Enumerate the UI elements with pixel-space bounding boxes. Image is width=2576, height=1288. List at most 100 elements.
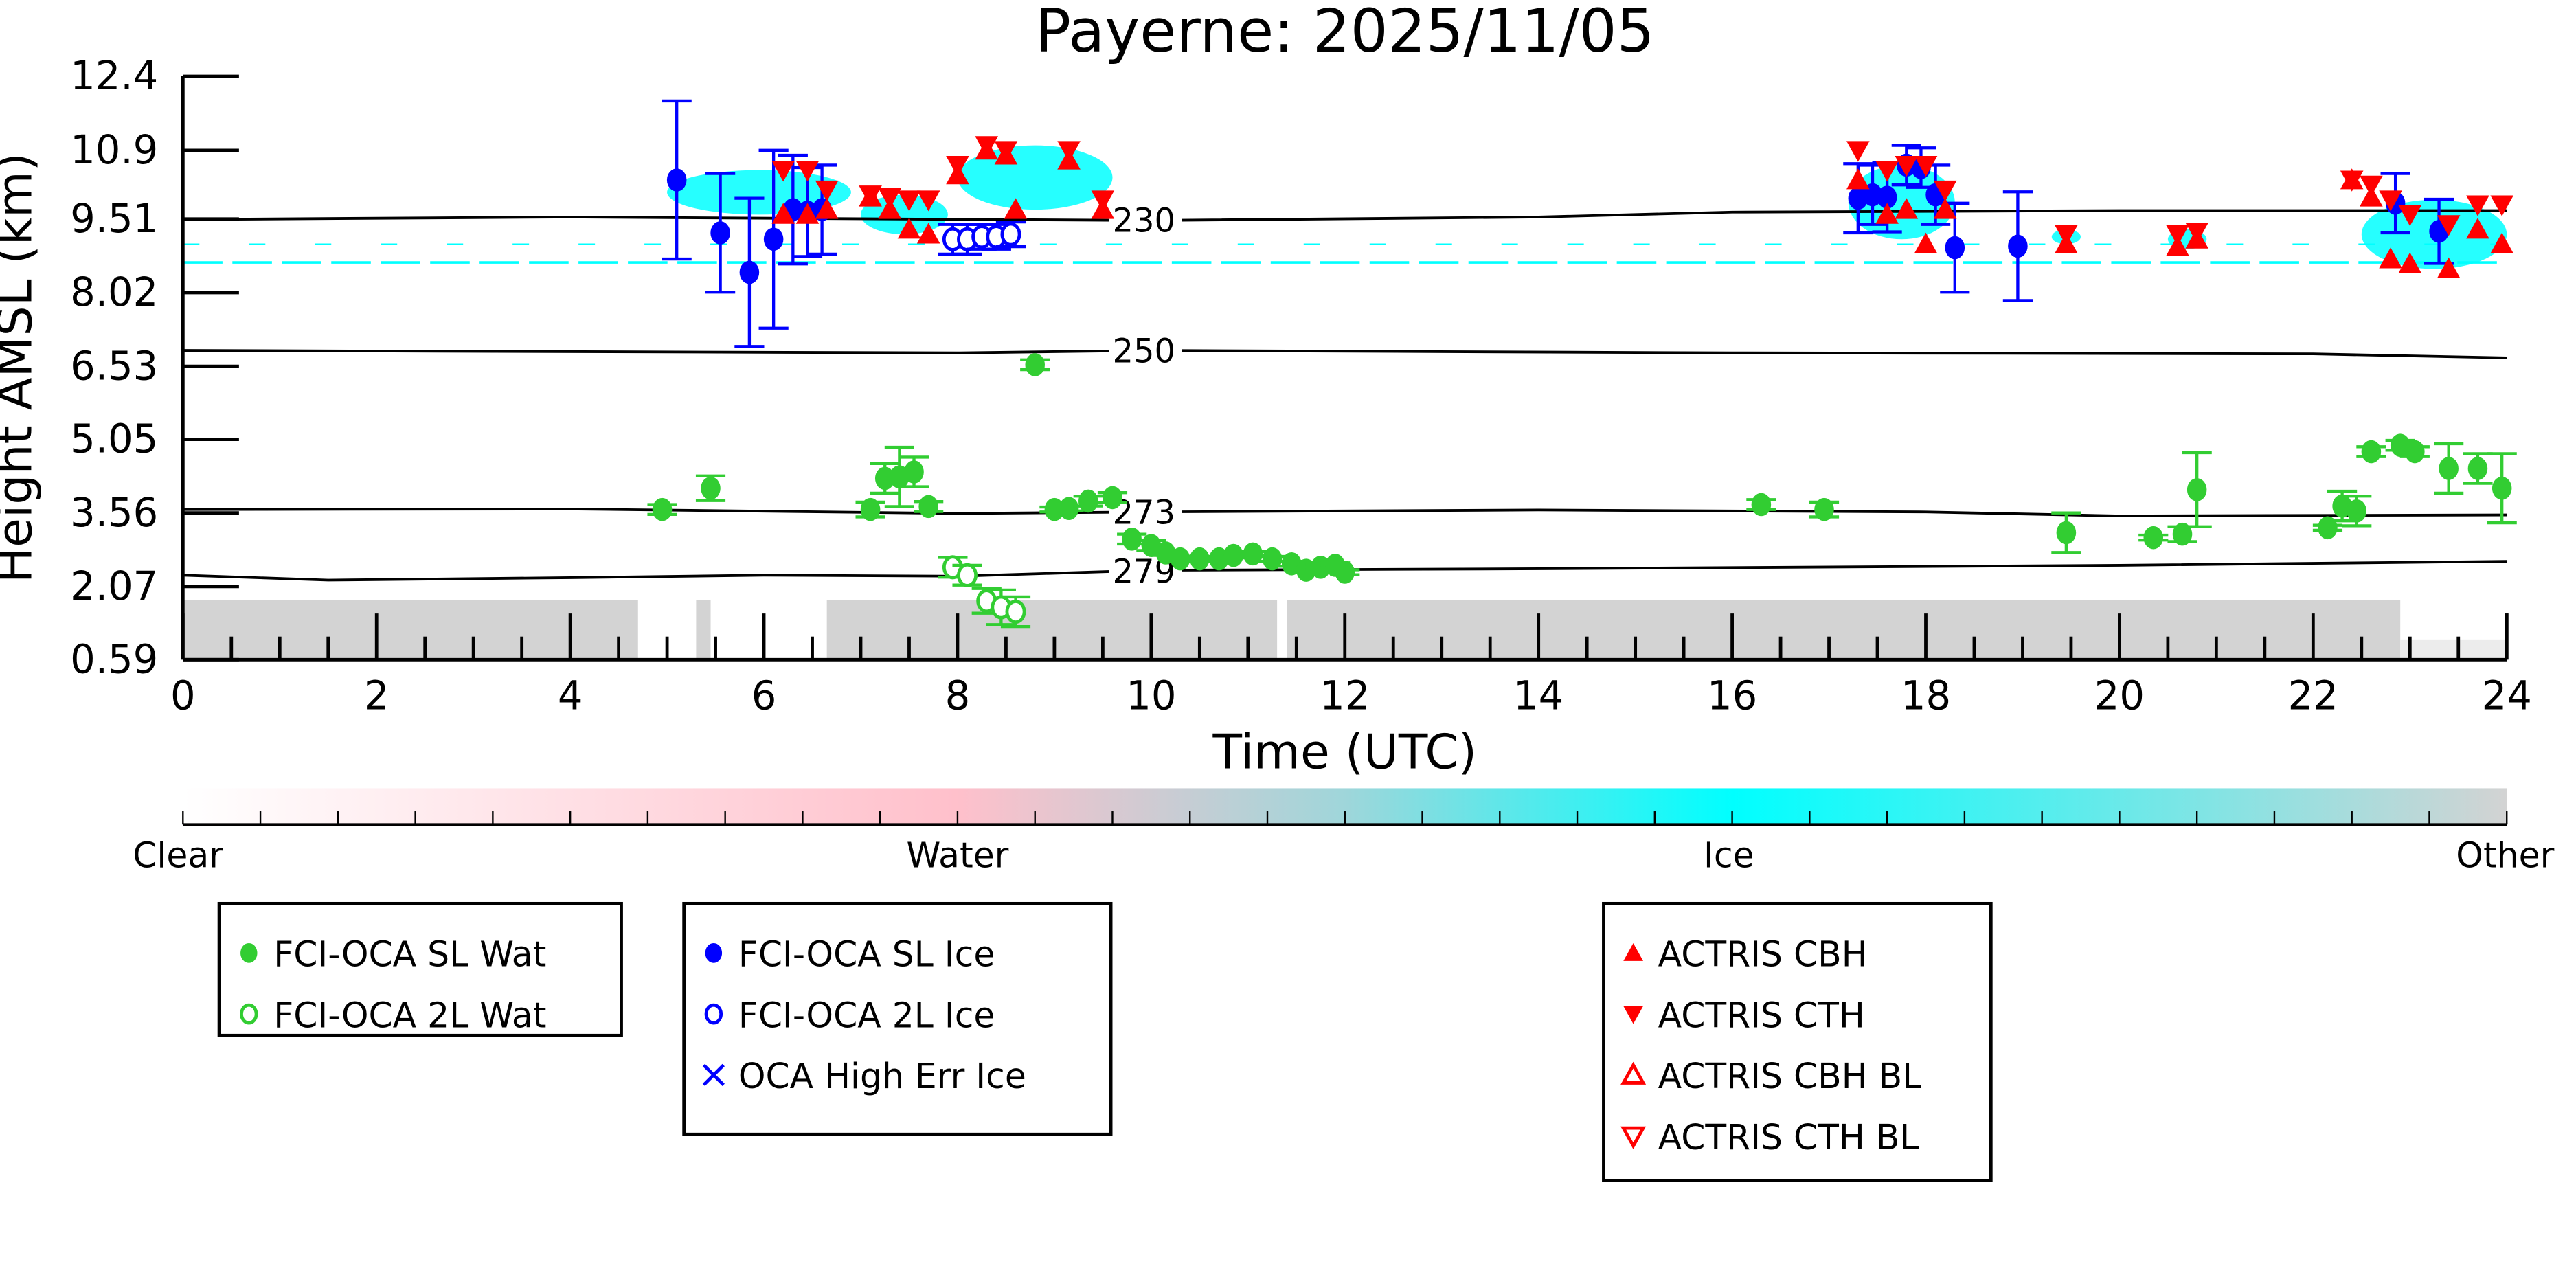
point-actris-cth bbox=[1091, 190, 1115, 212]
point-actris-cth bbox=[1057, 141, 1081, 162]
point-fci-oca-sl-wat bbox=[2439, 457, 2459, 480]
point-fci-oca-sl-wat bbox=[918, 495, 938, 519]
legend-label: FCI-OCA 2L Wat bbox=[273, 995, 546, 1035]
isotherm-label-bg bbox=[1109, 203, 1182, 237]
point-fci-oca-sl-wat bbox=[2361, 440, 2382, 464]
point-fci-oca-sl-wat bbox=[2405, 440, 2425, 464]
point-actris-cth bbox=[2398, 205, 2422, 227]
point-actris-cbh bbox=[1914, 232, 1938, 253]
point-actris-cth bbox=[815, 180, 839, 202]
point-actris-cbh bbox=[1846, 168, 1870, 190]
point-actris-cbh bbox=[1895, 198, 1919, 219]
point-actris-cth bbox=[2379, 190, 2402, 212]
legend-box: FCI-OCA SL Wat FCI-OCA 2L Wat bbox=[217, 901, 623, 1037]
point-actris-cbh bbox=[795, 203, 820, 224]
isotherm-line bbox=[183, 508, 2507, 517]
point-fci-oca-sl-wat bbox=[1122, 528, 1142, 551]
x-tick-label: 0 bbox=[170, 673, 196, 719]
point-actris-cth bbox=[859, 185, 882, 207]
point-actris-cbh bbox=[1933, 198, 1957, 219]
y-tick-label: 3.56 bbox=[70, 490, 158, 536]
point-fci-oca-sl-ice bbox=[763, 227, 784, 251]
x-axis-label: Time (UTC) bbox=[1212, 725, 1478, 780]
point-fci-oca-sl-ice bbox=[1877, 185, 1897, 209]
other-cloud-region bbox=[696, 600, 711, 660]
legend-marker-icon bbox=[705, 942, 723, 963]
point-actris-cbh bbox=[1004, 198, 1028, 219]
point-fci-oca-sl-wat bbox=[2347, 499, 2367, 523]
x-tick-label: 16 bbox=[1707, 673, 1757, 719]
point-fci-oca-sl-wat bbox=[1243, 542, 1263, 566]
legend-label: FCI-OCA SL Wat bbox=[273, 934, 546, 975]
point-fci-oca-sl-wat bbox=[2172, 522, 2193, 546]
point-fci-oca-sl-wat bbox=[2187, 478, 2207, 501]
legend-label: ACTRIS CBH bbox=[1658, 934, 1868, 975]
colorbar-label-clear: Clear bbox=[133, 835, 223, 876]
chart-title: Payerne: 2025/11/05 bbox=[1035, 0, 1655, 66]
colorbar: Clear Water Ice Other bbox=[133, 788, 2555, 876]
point-fci-oca-sl-wat bbox=[1170, 547, 1190, 571]
isotherm-label: 250 bbox=[1112, 332, 1175, 371]
isotherm-line bbox=[183, 349, 2507, 359]
isotherm-label-bg bbox=[1109, 334, 1182, 368]
point-fci-oca-sl-wat bbox=[874, 466, 895, 490]
point-actris-cbh bbox=[2398, 252, 2422, 273]
point-actris-cth bbox=[2340, 170, 2364, 192]
point-fci-oca-sl-wat bbox=[904, 460, 924, 484]
y-tick-label: 6.53 bbox=[70, 343, 158, 389]
point-actris-cbh bbox=[2490, 232, 2513, 253]
point-fci-oca-sl-wat bbox=[2056, 521, 2077, 545]
isotherm-label: 230 bbox=[1112, 201, 1175, 240]
point-actris-cbh bbox=[2466, 218, 2489, 239]
point-fci-oca-2l-wat bbox=[1005, 600, 1026, 624]
point-actris-cth bbox=[2055, 225, 2078, 246]
legend-marker-icon bbox=[1620, 1126, 1647, 1150]
x-tick-label: 12 bbox=[1320, 673, 1370, 719]
point-actris-cth bbox=[2437, 215, 2461, 236]
x-tick-label: 20 bbox=[2094, 673, 2145, 719]
point-fci-oca-2l-wat bbox=[957, 563, 978, 587]
legend-label: ACTRIS CTH bbox=[1658, 995, 1865, 1035]
point-fci-oca-sl-wat bbox=[1078, 489, 1098, 513]
point-actris-cbh bbox=[1875, 203, 1899, 224]
point-fci-oca-sl-wat bbox=[2467, 457, 2488, 480]
point-actris-cth bbox=[878, 188, 902, 209]
point-actris-cbh bbox=[2379, 247, 2402, 269]
y-tick-label: 8.02 bbox=[70, 269, 158, 315]
point-fci-oca-sl-wat bbox=[1190, 547, 1210, 571]
x-tick-label: 18 bbox=[1901, 673, 1951, 719]
marker-layer bbox=[647, 99, 2517, 629]
point-fci-oca-sl-wat bbox=[1103, 486, 1122, 510]
x-tick-label: 6 bbox=[752, 673, 777, 719]
point-actris-cth bbox=[771, 161, 795, 182]
point-fci-oca-sl-wat bbox=[701, 476, 721, 500]
x-tick-label: 10 bbox=[1126, 673, 1176, 719]
point-actris-cth bbox=[1933, 180, 1957, 202]
point-actris-cth bbox=[2185, 223, 2208, 244]
point-actris-cth bbox=[1846, 141, 1870, 162]
legend-label: ACTRIS CBH BL bbox=[1658, 1056, 1922, 1096]
legend-frame bbox=[217, 901, 623, 1037]
colorbar-label-other: Other bbox=[2456, 835, 2554, 876]
x-tick-label: 2 bbox=[364, 673, 389, 719]
point-fci-oca-sl-wat bbox=[1814, 497, 1834, 521]
point-actris-cth bbox=[2466, 195, 2489, 216]
legend-marker-icon bbox=[240, 1003, 258, 1025]
y-tick-label: 2.07 bbox=[70, 563, 158, 609]
point-fci-oca-sl-ice bbox=[1945, 236, 1965, 260]
legend-marker-icon bbox=[1620, 1061, 1647, 1085]
y-tick-label: 9.51 bbox=[70, 196, 158, 242]
legend-frame bbox=[1602, 901, 1993, 1182]
legend-box: FCI-OCA SL Ice FCI-OCA 2L Ice OCA High Err… bbox=[682, 901, 1113, 1136]
point-actris-cth bbox=[946, 155, 969, 177]
point-actris-cbh bbox=[897, 218, 921, 239]
point-actris-cbh bbox=[771, 203, 795, 224]
x-tick-label: 8 bbox=[945, 673, 971, 719]
point-fci-oca-sl-wat bbox=[652, 497, 673, 521]
point-fci-oca-sl-wat bbox=[1262, 547, 1283, 571]
other-cloud-region bbox=[183, 600, 638, 660]
isotherm-label: 273 bbox=[1112, 493, 1175, 532]
point-fci-oca-sl-ice bbox=[739, 260, 760, 284]
